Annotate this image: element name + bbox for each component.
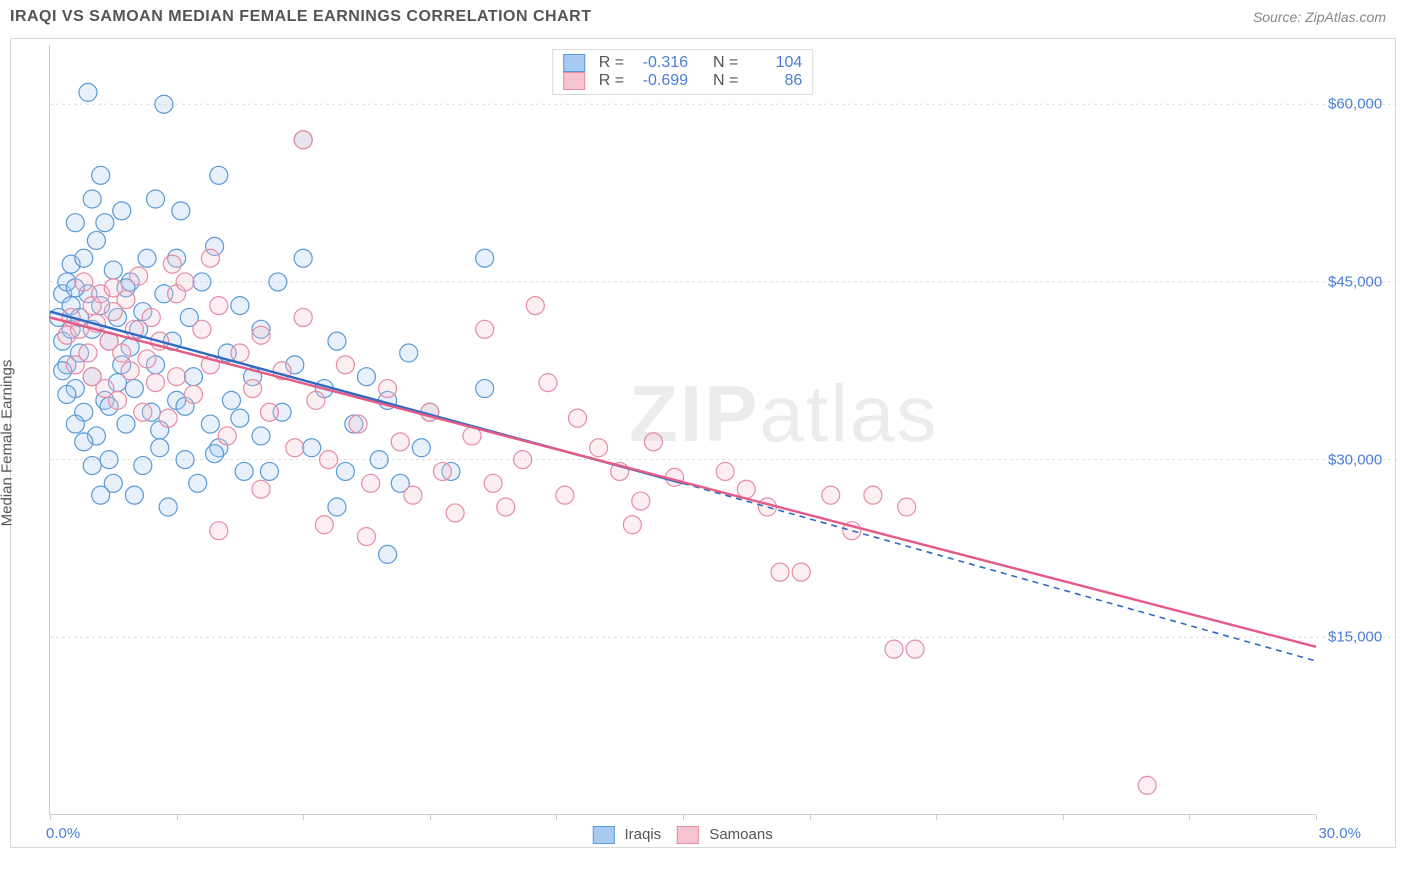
x-tick xyxy=(1189,814,1190,820)
x-tick xyxy=(683,814,684,820)
x-tick xyxy=(936,814,937,820)
x-tick xyxy=(810,814,811,820)
x-tick xyxy=(430,814,431,820)
chart-header: IRAQI VS SAMOAN MEDIAN FEMALE EARNINGS C… xyxy=(0,0,1406,34)
legend-item-iraqis: Iraqis xyxy=(592,826,661,844)
x-tick xyxy=(177,814,178,820)
x-tick xyxy=(50,814,51,820)
legend-swatch-samoans xyxy=(563,72,585,90)
x-axis-max-label: 30.0% xyxy=(1318,825,1361,842)
chart-title: IRAQI VS SAMOAN MEDIAN FEMALE EARNINGS C… xyxy=(10,8,591,26)
trendline-layer xyxy=(50,45,1315,814)
legend-swatch-iraqis xyxy=(592,826,614,844)
legend-label: Iraqis xyxy=(624,826,661,843)
stats-row-iraqis: R = -0.316 N = 104 xyxy=(563,54,803,72)
plot-area: ZIPatlas $15,000$30,000$45,000$60,000 0.… xyxy=(49,45,1315,815)
legend-swatch-iraqis xyxy=(563,54,585,72)
legend-bottom: Iraqis Samoans xyxy=(592,826,772,844)
legend-item-samoans: Samoans xyxy=(677,826,773,844)
x-axis-min-label: 0.0% xyxy=(46,825,80,842)
stats-row-samoans: R = -0.699 N = 86 xyxy=(563,72,803,90)
y-tick-label: $45,000 xyxy=(1328,273,1382,290)
r-value: -0.699 xyxy=(632,72,688,90)
x-tick xyxy=(556,814,557,820)
stats-box: R = -0.316 N = 104 R = -0.699 N = 86 xyxy=(552,49,814,95)
trendline xyxy=(50,317,1316,646)
n-value: 104 xyxy=(746,54,802,72)
n-value: 86 xyxy=(746,72,802,90)
legend-label: Samoans xyxy=(709,826,772,843)
y-axis-label: Median Female Earnings xyxy=(0,360,16,527)
legend-swatch-samoans xyxy=(677,826,699,844)
chart-container: Median Female Earnings ZIPatlas $15,000$… xyxy=(10,38,1396,848)
y-tick-label: $30,000 xyxy=(1328,451,1382,468)
x-tick xyxy=(1063,814,1064,820)
chart-source: Source: ZipAtlas.com xyxy=(1253,9,1386,25)
r-value: -0.316 xyxy=(632,54,688,72)
trendline-extrapolation xyxy=(683,483,1316,661)
x-tick xyxy=(303,814,304,820)
y-tick-label: $15,000 xyxy=(1328,629,1382,646)
x-tick xyxy=(1316,814,1317,820)
y-tick-label: $60,000 xyxy=(1328,96,1382,113)
